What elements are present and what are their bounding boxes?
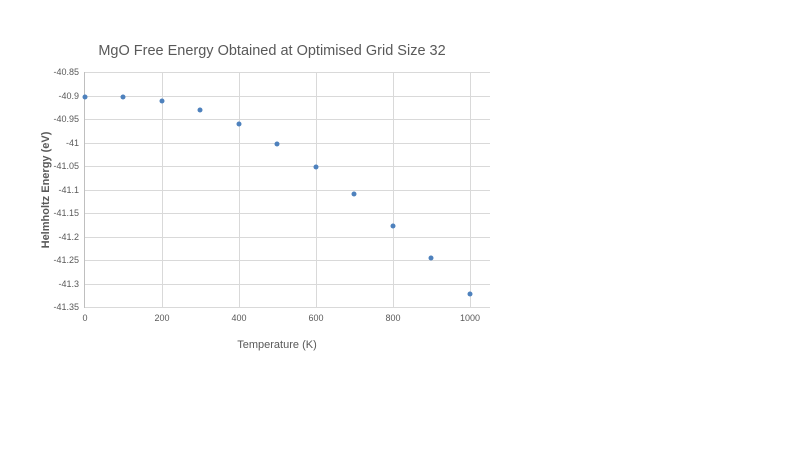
y-tick-label: -40.85: [53, 67, 79, 77]
data-point: [390, 223, 396, 229]
x-gridline: [161, 72, 163, 307]
data-point: [428, 255, 434, 261]
y-gridline: [85, 283, 490, 285]
y-gridline: [85, 260, 490, 261]
data-point: [274, 141, 280, 147]
y-tick-label: -41: [65, 137, 79, 148]
y-axis-title: Helmholtz Energy (eV): [40, 131, 52, 249]
chart-title: MgO Free Energy Obtained at Optimised Gr…: [98, 43, 446, 59]
y-gridline: [85, 189, 490, 191]
y-tick-label: -41.15: [53, 208, 79, 218]
data-point: [159, 98, 165, 104]
y-tick-label: -41.35: [53, 302, 79, 312]
plot-area: -40.85 -40.9 -40.95 -41 -41.05 -41.1 -41.15 -41…: [53, 67, 490, 323]
data-point: [82, 94, 88, 100]
y-gridline: [85, 166, 490, 167]
x-tick-label: 800: [385, 313, 401, 323]
x-tick-label: 1000: [459, 313, 480, 323]
x-gridline: [392, 72, 394, 307]
y-gridline: [85, 142, 490, 144]
data-point: [351, 191, 357, 197]
x-tick-label: 0: [82, 313, 88, 323]
y-gridline: [85, 307, 490, 308]
y-gridline: [85, 119, 490, 120]
x-tick-label: 200: [154, 313, 170, 323]
x-tick-label: 600: [308, 313, 324, 323]
x-gridline: [315, 72, 317, 307]
y-gridline: [85, 213, 490, 214]
data-point: [236, 121, 242, 127]
y-tick-label: -40.95: [53, 114, 79, 124]
y-tick-label: -41.25: [53, 255, 79, 265]
y-tick-label: -41.1: [58, 184, 79, 195]
x-gridline: [469, 72, 471, 307]
data-point: [313, 164, 319, 170]
data-point: [197, 107, 203, 113]
x-axis-title: Temperature (K): [237, 339, 317, 351]
y-gridline: [85, 72, 490, 73]
y-tick-label: -40.9: [58, 90, 79, 101]
data-point: [120, 94, 126, 100]
x-tick-label: 400: [231, 313, 247, 323]
y-tick-label: -41.05: [53, 161, 79, 171]
y-tick-label: -41.2: [58, 231, 79, 242]
y-gridline: [85, 95, 490, 97]
x-gridline: [238, 72, 240, 307]
y-tick-label: -41.3: [58, 278, 79, 289]
data-point: [467, 291, 473, 297]
y-gridline: [85, 236, 490, 238]
